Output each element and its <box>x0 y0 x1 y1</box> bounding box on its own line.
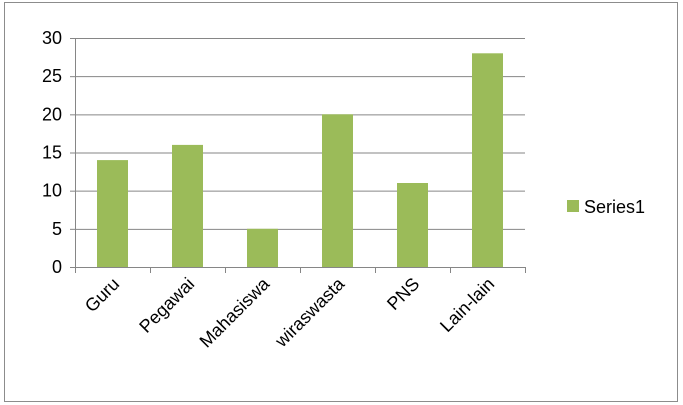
x-tick-label: Lain-lain <box>436 274 498 336</box>
legend: Series1 <box>567 197 645 217</box>
bar-guru <box>97 160 128 267</box>
x-tick-label: PNS <box>383 274 423 314</box>
y-tick-label: 10 <box>42 181 62 201</box>
legend-label: Series1 <box>584 197 645 217</box>
axes <box>70 38 526 273</box>
x-tick-label: Pegawai <box>135 274 198 337</box>
legend-swatch <box>567 200 579 212</box>
x-tick-label: Mahasiswa <box>196 273 275 352</box>
y-tick-label: 25 <box>42 66 62 86</box>
y-tick-label: 15 <box>42 143 62 163</box>
bar-wiraswasta <box>322 114 353 267</box>
y-tick-label: 20 <box>42 104 62 124</box>
bar-mahasiswa <box>247 228 278 267</box>
bar-lain-lain <box>472 53 503 267</box>
chart-frame: 0 5 10 15 20 25 30 Guru Pegawai Mahasiswa wiraswa… <box>4 2 678 402</box>
bar-pns <box>397 183 428 267</box>
gridlines <box>75 38 525 230</box>
y-tick-label: 30 <box>42 28 62 48</box>
bar-pegawai <box>172 144 203 267</box>
y-tick-labels: 0 5 10 15 20 25 30 <box>42 28 62 277</box>
x-tick-label: wiraswasta <box>271 273 349 351</box>
bars <box>97 53 503 267</box>
x-tick-label: Guru <box>81 274 123 316</box>
bar-chart: 0 5 10 15 20 25 30 Guru PegawaiMahasiswawiraswa… <box>42 28 645 352</box>
y-tick-label: 5 <box>52 219 62 239</box>
y-tick-label: 0 <box>52 257 62 277</box>
